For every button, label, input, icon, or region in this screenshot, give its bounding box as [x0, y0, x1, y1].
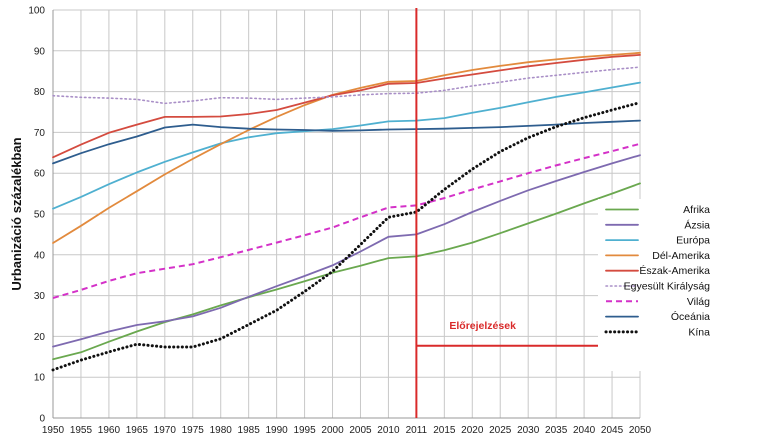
x-tick-label: 2020 [461, 425, 484, 436]
x-tick-label: 2045 [601, 425, 624, 436]
legend-label: Óceánia [671, 310, 710, 323]
x-tick-label: 2040 [573, 425, 596, 436]
x-tick-label: 2010 [377, 425, 400, 436]
x-tick-label: 1950 [42, 425, 65, 436]
y-tick-labels: 0 10 20 30 40 50 60 70 80 90 100 [28, 6, 45, 425]
x-tick-label: 1955 [70, 425, 93, 436]
series-line [52, 119, 641, 165]
x-tick-label: 1985 [238, 425, 261, 436]
x-tick-label: 1980 [210, 425, 233, 436]
x-tick-label: 2030 [517, 425, 540, 436]
series-line [51, 101, 642, 372]
series-line [52, 66, 641, 105]
x-tick-label: 2015 [433, 425, 456, 436]
x-tick-label: 2050 [629, 425, 652, 436]
legend: Afrika Ázsia Európa Dél-Amerika Észak-Amerik… [598, 199, 720, 371]
series-line [52, 142, 641, 299]
x-tick-label: 1975 [182, 425, 205, 436]
series-line [52, 51, 641, 244]
series-lines [51, 51, 642, 372]
x-tick-label: 2000 [321, 425, 344, 436]
legend-label: Dél-Amerika [652, 250, 710, 262]
forecast-marker: Előrejelzések [415, 8, 644, 418]
y-axis-label: Urbanizáció százalékban [9, 137, 24, 290]
x-tick-label: 1965 [126, 425, 149, 436]
series-line [52, 54, 641, 159]
legend-label: Afrika [683, 204, 710, 216]
y-tick-label: 70 [34, 128, 46, 139]
y-tick-label: 100 [28, 6, 45, 17]
x-tick-label: 1990 [265, 425, 288, 436]
x-tick-label: 2035 [545, 425, 568, 436]
y-tick-label: 60 [34, 169, 46, 180]
legend-background [598, 199, 720, 371]
x-tick-label: 1970 [154, 425, 177, 436]
x-tick-label: 1960 [98, 425, 121, 436]
x-tick-label: 2005 [349, 425, 372, 436]
y-tick-label: 40 [34, 250, 46, 261]
forecast-annotation: Előrejelzések [449, 320, 516, 332]
legend-label: Egyesült Királyság [624, 281, 711, 293]
legend-label: Európa [676, 235, 710, 247]
x-tick-label: 2025 [489, 425, 512, 436]
series-line [52, 81, 641, 210]
legend-label: Világ [687, 296, 710, 308]
y-tick-label: 30 [34, 291, 46, 302]
x-tick-label: 2011 [406, 425, 428, 436]
y-tick-label: 90 [34, 46, 46, 57]
y-tick-label: 10 [34, 373, 46, 384]
y-tick-label: 50 [34, 210, 46, 221]
series-line [52, 182, 641, 361]
y-tick-label: 20 [34, 332, 46, 343]
y-tick-label: 0 [39, 414, 45, 425]
y-tick-label: 80 [34, 87, 46, 98]
legend-label: Észak-Amerika [639, 264, 710, 277]
x-tick-labels: 1950 1955 1960 1965 1970 1975 1980 1985 1990 1995… [42, 425, 652, 436]
x-tick-label: 1995 [293, 425, 316, 436]
legend-label: Ázsia [684, 218, 710, 231]
legend-label: Kína [688, 326, 710, 338]
